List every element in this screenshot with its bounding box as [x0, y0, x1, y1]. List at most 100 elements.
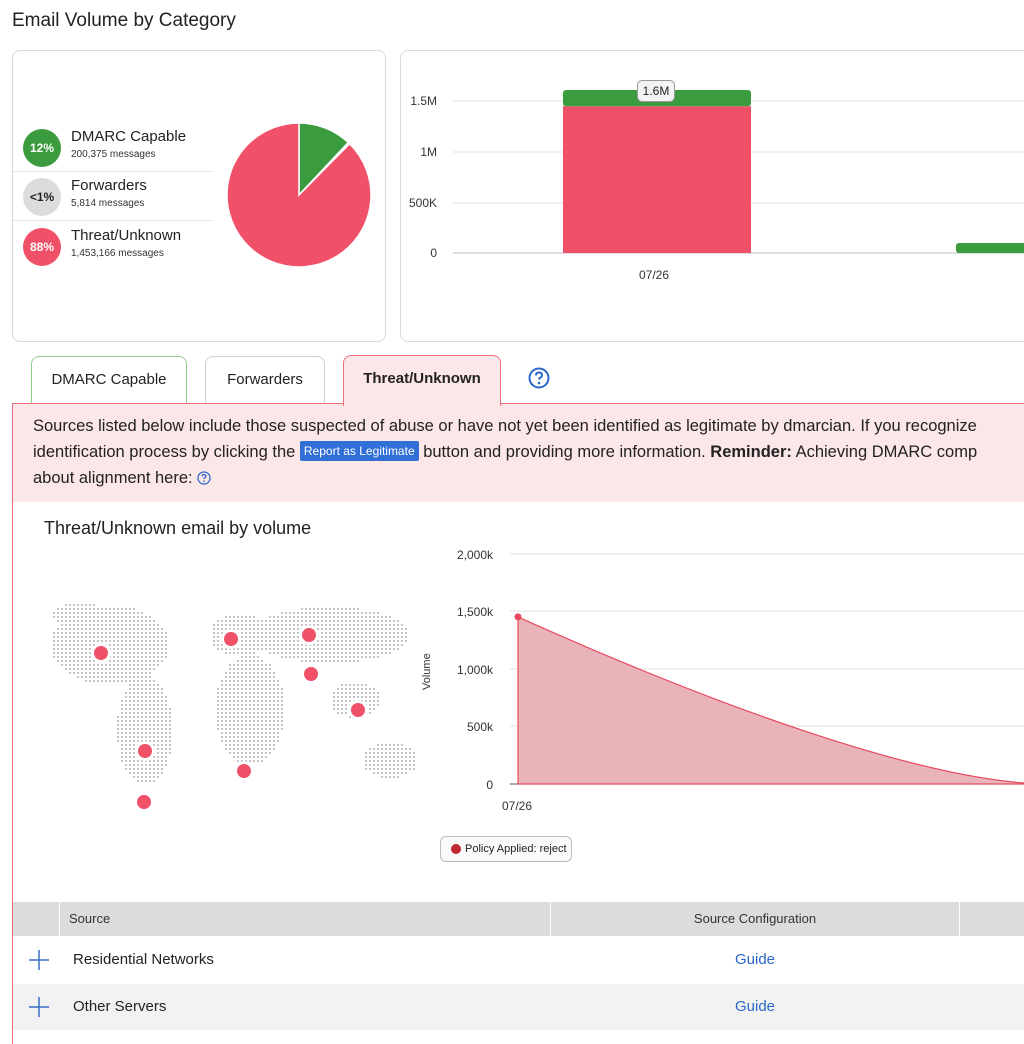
map-dot — [389, 748, 391, 750]
map-dot — [337, 708, 339, 710]
map-dot — [81, 612, 83, 614]
th-source[interactable]: Source — [69, 911, 111, 926]
pie-slice-threat[interactable] — [226, 122, 372, 268]
map-dot — [129, 660, 131, 662]
map-dot — [369, 712, 371, 714]
category-pie-chart[interactable] — [226, 122, 372, 268]
map-dot — [261, 724, 263, 726]
map-dot — [361, 688, 363, 690]
map-dot — [253, 724, 255, 726]
map-marker-europe-west[interactable] — [224, 632, 238, 646]
map-dot — [253, 620, 255, 622]
map-dot — [277, 684, 279, 686]
map-dot — [333, 692, 335, 694]
map-dot — [65, 624, 67, 626]
map-dot — [145, 648, 147, 650]
map-dot — [225, 736, 227, 738]
map-dot — [381, 624, 383, 626]
tab-forwarders[interactable]: Forwarders — [205, 356, 325, 403]
map-dot — [157, 720, 159, 722]
map-dot — [145, 620, 147, 622]
map-dot — [377, 652, 379, 654]
map-dot — [393, 744, 395, 746]
map-marker-south-africa[interactable] — [237, 764, 251, 778]
map-dot — [257, 688, 259, 690]
map-marker-south-america-north[interactable] — [138, 744, 152, 758]
map-dot — [385, 752, 387, 754]
map-dot — [85, 636, 87, 638]
map-marker-russia[interactable] — [302, 628, 316, 642]
map-dot — [133, 680, 135, 682]
help-icon[interactable] — [528, 367, 550, 389]
map-dot — [369, 652, 371, 654]
tab-dmarc-capable[interactable]: DMARC Capable — [31, 356, 187, 403]
map-dot — [253, 652, 255, 654]
map-dot — [233, 724, 235, 726]
map-dot — [113, 612, 115, 614]
map-dot — [61, 616, 63, 618]
expand-plus-icon[interactable] — [27, 995, 51, 1019]
map-dot — [273, 616, 275, 618]
map-dot — [321, 644, 323, 646]
map-dot — [373, 628, 375, 630]
map-dot — [165, 724, 167, 726]
map-dot — [65, 608, 67, 610]
map-dot — [269, 624, 271, 626]
map-dot — [269, 684, 271, 686]
map-dot — [161, 636, 163, 638]
map-marker-south-america-south[interactable] — [137, 795, 151, 809]
map-dot — [81, 624, 83, 626]
tab-threat-unknown[interactable]: Threat/Unknown — [343, 355, 501, 406]
map-marker-asia-china[interactable] — [304, 667, 318, 681]
map-dot — [157, 772, 159, 774]
map-dot — [285, 628, 287, 630]
th-source-configuration[interactable]: Source Configuration — [693, 911, 817, 926]
table-row: Residential Networks Guide — [13, 937, 1024, 983]
map-dot — [329, 648, 331, 650]
map-dot — [273, 692, 275, 694]
map-marker-north-america[interactable] — [94, 646, 108, 660]
map-dot — [333, 660, 335, 662]
map-dot — [289, 644, 291, 646]
map-dot — [137, 696, 139, 698]
map-dot — [337, 616, 339, 618]
map-dot — [57, 648, 59, 650]
guide-link[interactable]: Guide — [735, 951, 776, 968]
map-dot — [325, 636, 327, 638]
legend-forwarders[interactable]: <1% Forwarders 5,814 messages — [13, 171, 213, 219]
alignment-help-icon[interactable] — [197, 471, 211, 485]
map-dot — [149, 644, 151, 646]
map-dot — [269, 696, 271, 698]
map-dot — [345, 700, 347, 702]
map-dot — [281, 728, 283, 730]
map-dot — [229, 624, 231, 626]
map-dot — [301, 656, 303, 658]
map-dot — [157, 692, 159, 694]
guide-link[interactable]: Guide — [735, 998, 776, 1015]
map-dot — [265, 664, 267, 666]
map-dot — [165, 728, 167, 730]
map-dot — [97, 664, 99, 666]
map-dot — [229, 712, 231, 714]
map-dot — [277, 740, 279, 742]
map-marker-southeast-asia[interactable] — [351, 703, 365, 717]
map-dot — [245, 688, 247, 690]
legend-threat-unknown[interactable]: 88% Threat/Unknown 1,453,166 messages — [13, 221, 213, 269]
map-dot — [377, 756, 379, 758]
legend-dmarc-capable[interactable]: 12% DMARC Capable 200,375 messages — [13, 122, 213, 170]
map-dot — [117, 636, 119, 638]
map-dot — [145, 780, 147, 782]
map-dot — [253, 636, 255, 638]
map-dot — [101, 676, 103, 678]
map-dot — [237, 720, 239, 722]
th-spacer — [13, 902, 60, 936]
map-dot — [121, 608, 123, 610]
expand-plus-icon[interactable] — [27, 948, 51, 972]
map-dot — [317, 612, 319, 614]
map-dot — [129, 684, 131, 686]
report-as-legitimate-button[interactable]: Report as Legitimate — [299, 441, 419, 461]
map-dot — [353, 692, 355, 694]
map-dot — [377, 624, 379, 626]
map-dot — [85, 660, 87, 662]
policy-legend-chip[interactable]: Policy Applied: reject — [440, 836, 572, 862]
